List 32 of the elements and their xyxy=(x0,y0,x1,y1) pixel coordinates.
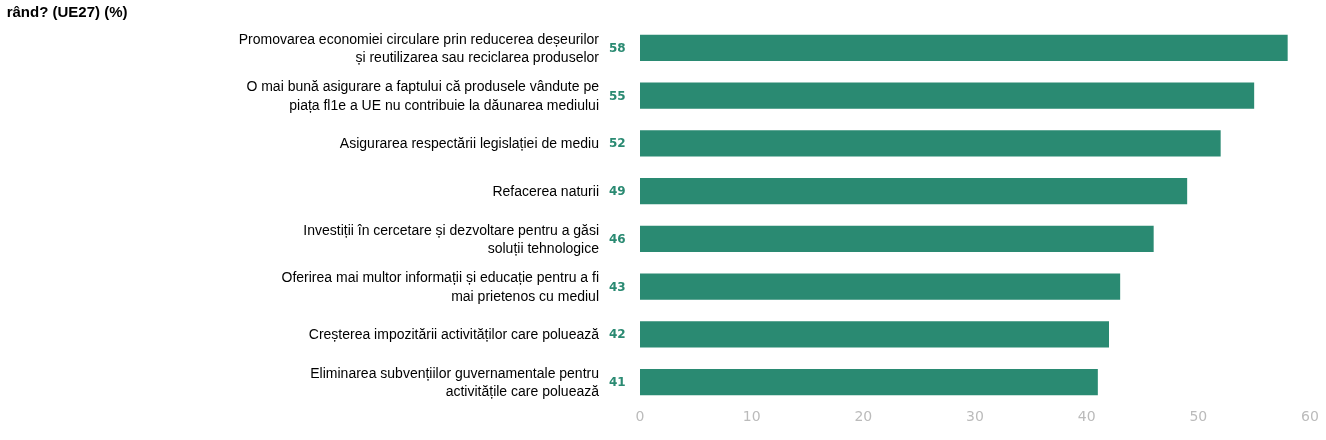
x-tick-label: 60 xyxy=(1301,408,1319,424)
data-label: 43 xyxy=(609,280,626,294)
data-label: 55 xyxy=(609,89,626,103)
data-label: 46 xyxy=(609,232,626,246)
x-tick-label: 20 xyxy=(854,408,873,424)
data-label: 58 xyxy=(609,41,626,55)
data-label: 42 xyxy=(609,327,626,341)
x-tick-label: 10 xyxy=(742,408,761,424)
x-tick-label: 50 xyxy=(1189,408,1208,424)
data-label: 41 xyxy=(609,375,626,389)
x-tick-label: 30 xyxy=(966,408,984,424)
y-tick-label: Investiții în cercetare și dezvoltare pentru a găsi soluții tehnologice xyxy=(303,221,600,256)
y-tick-label: Oferirea mai multor informații și educație pentru a fi mai prietenos cu mediul xyxy=(281,269,599,304)
y-tick-label: Creșterea impozitării activităților care poluează xyxy=(308,326,600,343)
data-label: 52 xyxy=(609,136,626,150)
bar xyxy=(640,225,1154,253)
y-tick-label: O mai bună asigurare a faptului că produsele vândute pe piața fl1e a UE nu contribuie la dăunarea mediului xyxy=(246,78,600,113)
x-tick-label: 40 xyxy=(1077,408,1096,424)
x-tick-label: 0 xyxy=(635,408,645,424)
y-tick-label: Eliminarea subvențiilor guvernamentale pentru activitățile care poluează xyxy=(310,364,600,400)
bar xyxy=(640,368,1098,396)
text: rând? (UE27) (%) xyxy=(6,3,128,21)
data-label: 49 xyxy=(609,184,626,198)
bar xyxy=(640,130,1221,157)
bar xyxy=(640,34,1288,62)
bar xyxy=(640,321,1109,348)
y-tick-label: Asigurarea respectării legislației de mediu xyxy=(339,135,599,152)
y-tick-label: Promovarea economiei circulare prin reducerea deșeurilor și reutilizarea sau reciclarea produselor xyxy=(238,30,600,65)
bar xyxy=(640,273,1121,300)
bar xyxy=(640,177,1188,205)
y-tick-label: Refacerea naturii xyxy=(492,183,599,200)
bar xyxy=(640,82,1255,109)
